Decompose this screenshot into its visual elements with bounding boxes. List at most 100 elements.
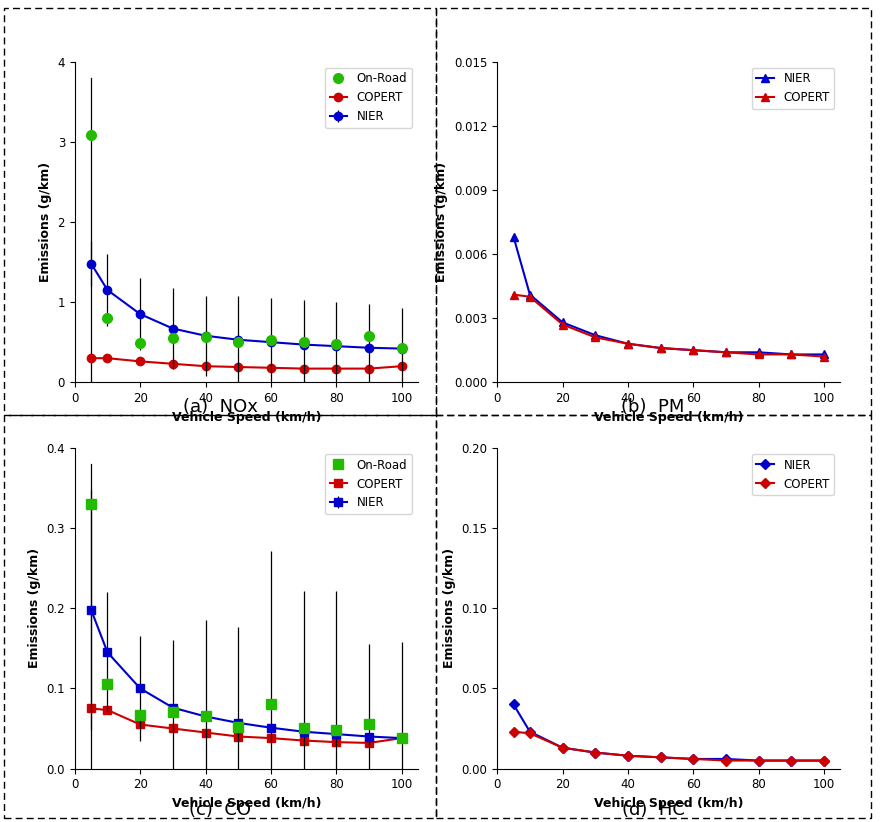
X-axis label: Vehicle Speed (km/h): Vehicle Speed (km/h) (172, 410, 321, 423)
Line: On-Road: On-Road (86, 499, 407, 743)
On-Road (102, 313, 113, 323)
NIER (509, 700, 519, 709)
COPERT (201, 362, 211, 372)
NIER (721, 348, 731, 358)
COPERT (86, 353, 97, 363)
COPERT (266, 733, 276, 743)
Legend: On-Road, COPERT, NIER: On-Road, COPERT, NIER (325, 67, 412, 127)
On-Road (396, 733, 407, 743)
COPERT (623, 750, 634, 760)
NIER (786, 755, 796, 765)
COPERT (135, 719, 145, 729)
On-Road (266, 700, 276, 709)
NIER (656, 343, 666, 353)
NIER (623, 339, 634, 349)
COPERT (266, 363, 276, 372)
Line: NIER: NIER (510, 701, 827, 764)
Line: On-Road: On-Road (86, 131, 407, 353)
COPERT (135, 357, 145, 367)
NIER (818, 755, 829, 765)
NIER (688, 754, 699, 764)
Y-axis label: Emissions (g/km): Emissions (g/km) (39, 162, 52, 282)
Y-axis label: Emissions (g/km): Emissions (g/km) (443, 548, 456, 668)
Text: (d)  HC: (d) HC (621, 801, 685, 819)
COPERT (331, 737, 341, 747)
COPERT (656, 343, 666, 353)
COPERT (721, 755, 731, 765)
COPERT (721, 348, 731, 358)
On-Road (363, 719, 374, 729)
Text: (b)  PM: (b) PM (621, 398, 685, 416)
NIER (557, 317, 568, 327)
NIER (688, 345, 699, 355)
COPERT (298, 363, 309, 373)
NIER (524, 289, 535, 299)
COPERT (86, 704, 97, 713)
COPERT (557, 320, 568, 330)
Line: COPERT: COPERT (87, 354, 406, 372)
COPERT (102, 705, 113, 715)
COPERT (590, 748, 600, 758)
COPERT (233, 732, 244, 741)
X-axis label: Vehicle Speed (km/h): Vehicle Speed (km/h) (594, 797, 744, 810)
Legend: On-Road, COPERT, NIER: On-Road, COPERT, NIER (325, 454, 412, 514)
On-Road (331, 725, 341, 735)
Text: (a)  NOx: (a) NOx (182, 398, 258, 416)
Line: COPERT: COPERT (510, 728, 827, 764)
COPERT (167, 723, 178, 733)
COPERT (818, 755, 829, 765)
COPERT (524, 292, 535, 302)
NIER (753, 755, 764, 765)
On-Road (167, 333, 178, 343)
COPERT (818, 352, 829, 362)
NIER (721, 754, 731, 764)
On-Road (102, 679, 113, 689)
NIER (524, 727, 535, 737)
On-Road (363, 330, 374, 340)
On-Road (331, 339, 341, 349)
COPERT (102, 353, 113, 363)
Y-axis label: Emissions (g/km): Emissions (g/km) (28, 548, 40, 668)
COPERT (363, 738, 374, 748)
On-Road (233, 337, 244, 347)
COPERT (396, 733, 407, 743)
NIER (557, 743, 568, 753)
COPERT (656, 752, 666, 762)
COPERT (753, 349, 764, 359)
COPERT (623, 339, 634, 349)
On-Road (167, 708, 178, 718)
NIER (590, 748, 600, 758)
COPERT (753, 755, 764, 765)
On-Road (135, 338, 145, 348)
COPERT (557, 743, 568, 753)
Y-axis label: Emissions (g/km): Emissions (g/km) (436, 162, 449, 282)
NIER (753, 348, 764, 358)
COPERT (786, 755, 796, 765)
On-Road (135, 710, 145, 720)
COPERT (509, 289, 519, 299)
On-Road (396, 343, 407, 353)
NIER (590, 330, 600, 340)
Line: NIER: NIER (510, 233, 828, 358)
On-Road (233, 722, 244, 732)
Legend: NIER, COPERT: NIER, COPERT (752, 454, 834, 495)
COPERT (590, 332, 600, 342)
On-Road (201, 331, 211, 341)
COPERT (233, 362, 244, 372)
NIER (818, 349, 829, 359)
NIER (509, 232, 519, 242)
Line: COPERT: COPERT (87, 704, 406, 747)
Line: COPERT: COPERT (510, 290, 828, 361)
COPERT (688, 754, 699, 764)
COPERT (688, 345, 699, 355)
Legend: NIER, COPERT: NIER, COPERT (752, 67, 834, 109)
On-Road (86, 499, 97, 509)
On-Road (298, 337, 309, 347)
COPERT (524, 728, 535, 738)
COPERT (786, 349, 796, 359)
NIER (656, 752, 666, 762)
NIER (623, 750, 634, 760)
On-Road (298, 723, 309, 733)
COPERT (298, 736, 309, 746)
COPERT (201, 727, 211, 737)
